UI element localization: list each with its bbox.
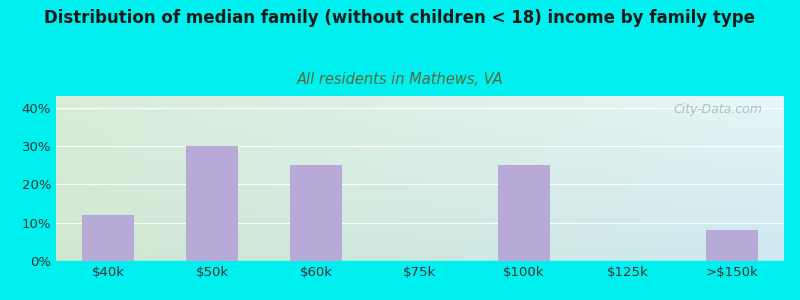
Bar: [290, 165, 342, 261]
Text: City-Data.com: City-Data.com: [674, 103, 762, 116]
Text: All residents in Mathews, VA: All residents in Mathews, VA: [297, 72, 503, 87]
Bar: [82, 215, 134, 261]
Bar: [706, 230, 758, 261]
Bar: [498, 165, 550, 261]
Text: Distribution of median family (without children < 18) income by family type: Distribution of median family (without c…: [45, 9, 755, 27]
Bar: [186, 146, 238, 261]
